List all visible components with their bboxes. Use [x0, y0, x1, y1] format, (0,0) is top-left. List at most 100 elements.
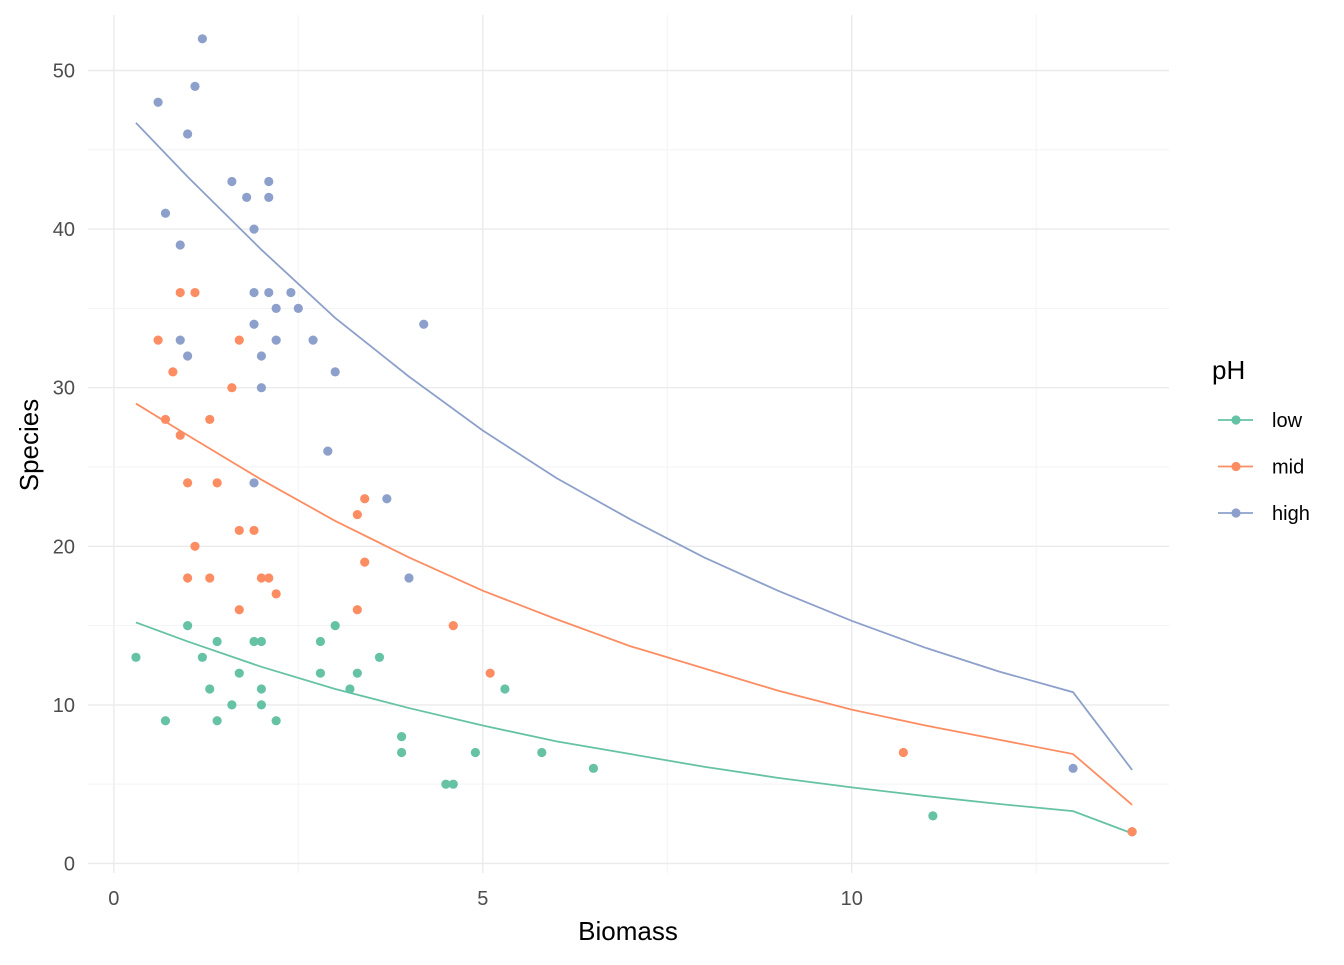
axes: 0 5 10 0 10 20 30 40 50 — [53, 61, 863, 910]
point-high — [249, 478, 259, 488]
point-mid — [183, 478, 193, 488]
point-mid — [160, 414, 171, 425]
point-high — [264, 287, 274, 298]
point-mid — [485, 668, 495, 678]
point-mid — [898, 747, 908, 758]
point-high — [197, 34, 207, 44]
point-low — [234, 668, 244, 678]
point-mid — [448, 620, 458, 631]
point-low — [448, 779, 458, 789]
point-mid — [1127, 827, 1137, 837]
point-low — [537, 747, 547, 758]
y-tick-label: 0 — [64, 853, 75, 875]
point-high — [323, 446, 333, 456]
point-high — [242, 192, 252, 202]
point-mid — [175, 287, 185, 298]
point-high — [382, 494, 392, 504]
fit-line-high — [135, 122, 1133, 771]
legend-label-low: low — [1272, 410, 1303, 432]
point-low — [397, 732, 407, 742]
point-high — [249, 224, 259, 234]
point-low — [315, 668, 326, 678]
point-low — [588, 763, 599, 773]
point-mid — [256, 573, 267, 583]
legend-label-mid: mid — [1272, 457, 1304, 479]
point-high — [264, 176, 274, 187]
point-high — [308, 335, 318, 345]
point-high — [264, 192, 274, 202]
x-tick-label: 0 — [108, 888, 119, 910]
y-tick-label: 50 — [53, 61, 75, 83]
point-low — [470, 747, 480, 758]
point-mid — [183, 573, 193, 583]
point-mid — [360, 557, 370, 567]
y-tick-label: 30 — [53, 378, 75, 400]
y-axis-label: Species — [14, 399, 44, 492]
point-mid — [352, 509, 362, 520]
point-high — [286, 287, 296, 298]
legend-key-low — [1231, 415, 1241, 425]
point-mid — [352, 605, 362, 615]
legend: pH low mid high — [1212, 355, 1310, 525]
fit-lines — [135, 122, 1133, 835]
point-mid — [360, 494, 370, 504]
point-mid — [234, 335, 244, 345]
point-low — [500, 684, 510, 694]
point-low — [160, 716, 171, 726]
x-axis-label: Biomass — [578, 916, 678, 946]
point-high — [175, 240, 185, 250]
point-low — [205, 684, 215, 694]
point-high — [153, 97, 163, 107]
point-mid — [212, 478, 222, 488]
point-high — [160, 208, 171, 218]
point-low — [352, 668, 362, 678]
point-low — [249, 636, 259, 647]
x-tick-label: 10 — [841, 888, 863, 910]
point-mid — [153, 335, 163, 345]
point-mid — [234, 605, 244, 615]
point-high — [183, 351, 193, 361]
point-low — [928, 811, 938, 821]
point-mid — [175, 430, 185, 440]
x-tick-label: 5 — [477, 888, 488, 910]
point-mid — [249, 525, 259, 536]
point-low — [345, 684, 355, 694]
point-high — [1068, 763, 1078, 773]
point-mid — [168, 367, 178, 377]
point-high — [256, 383, 267, 393]
point-low — [441, 779, 451, 789]
point-low — [212, 636, 222, 647]
point-high — [419, 319, 429, 329]
point-high — [249, 319, 259, 329]
point-high — [227, 176, 237, 187]
point-low — [256, 700, 267, 710]
grid-lines — [88, 15, 1169, 873]
point-low — [374, 652, 385, 662]
point-mid — [271, 589, 281, 599]
point-low — [256, 636, 267, 647]
point-high — [330, 367, 340, 377]
point-low — [256, 684, 267, 694]
point-low — [212, 716, 222, 726]
point-mid — [190, 287, 200, 298]
point-high — [190, 81, 200, 91]
legend-key-mid — [1231, 461, 1241, 472]
point-high — [293, 303, 303, 314]
point-high — [183, 129, 193, 139]
y-tick-label: 10 — [53, 695, 75, 717]
legend-title: pH — [1212, 355, 1245, 385]
point-high — [271, 303, 281, 314]
point-high — [271, 335, 281, 345]
y-tick-label: 40 — [53, 219, 75, 241]
point-low — [330, 620, 340, 631]
point-mid — [190, 541, 200, 551]
fit-line-low — [135, 621, 1133, 835]
point-low — [131, 652, 141, 662]
point-high — [404, 573, 414, 583]
point-low — [315, 636, 326, 647]
legend-key-high — [1231, 508, 1241, 518]
point-low — [271, 716, 281, 726]
point-low — [397, 747, 407, 758]
point-mid — [205, 573, 215, 583]
